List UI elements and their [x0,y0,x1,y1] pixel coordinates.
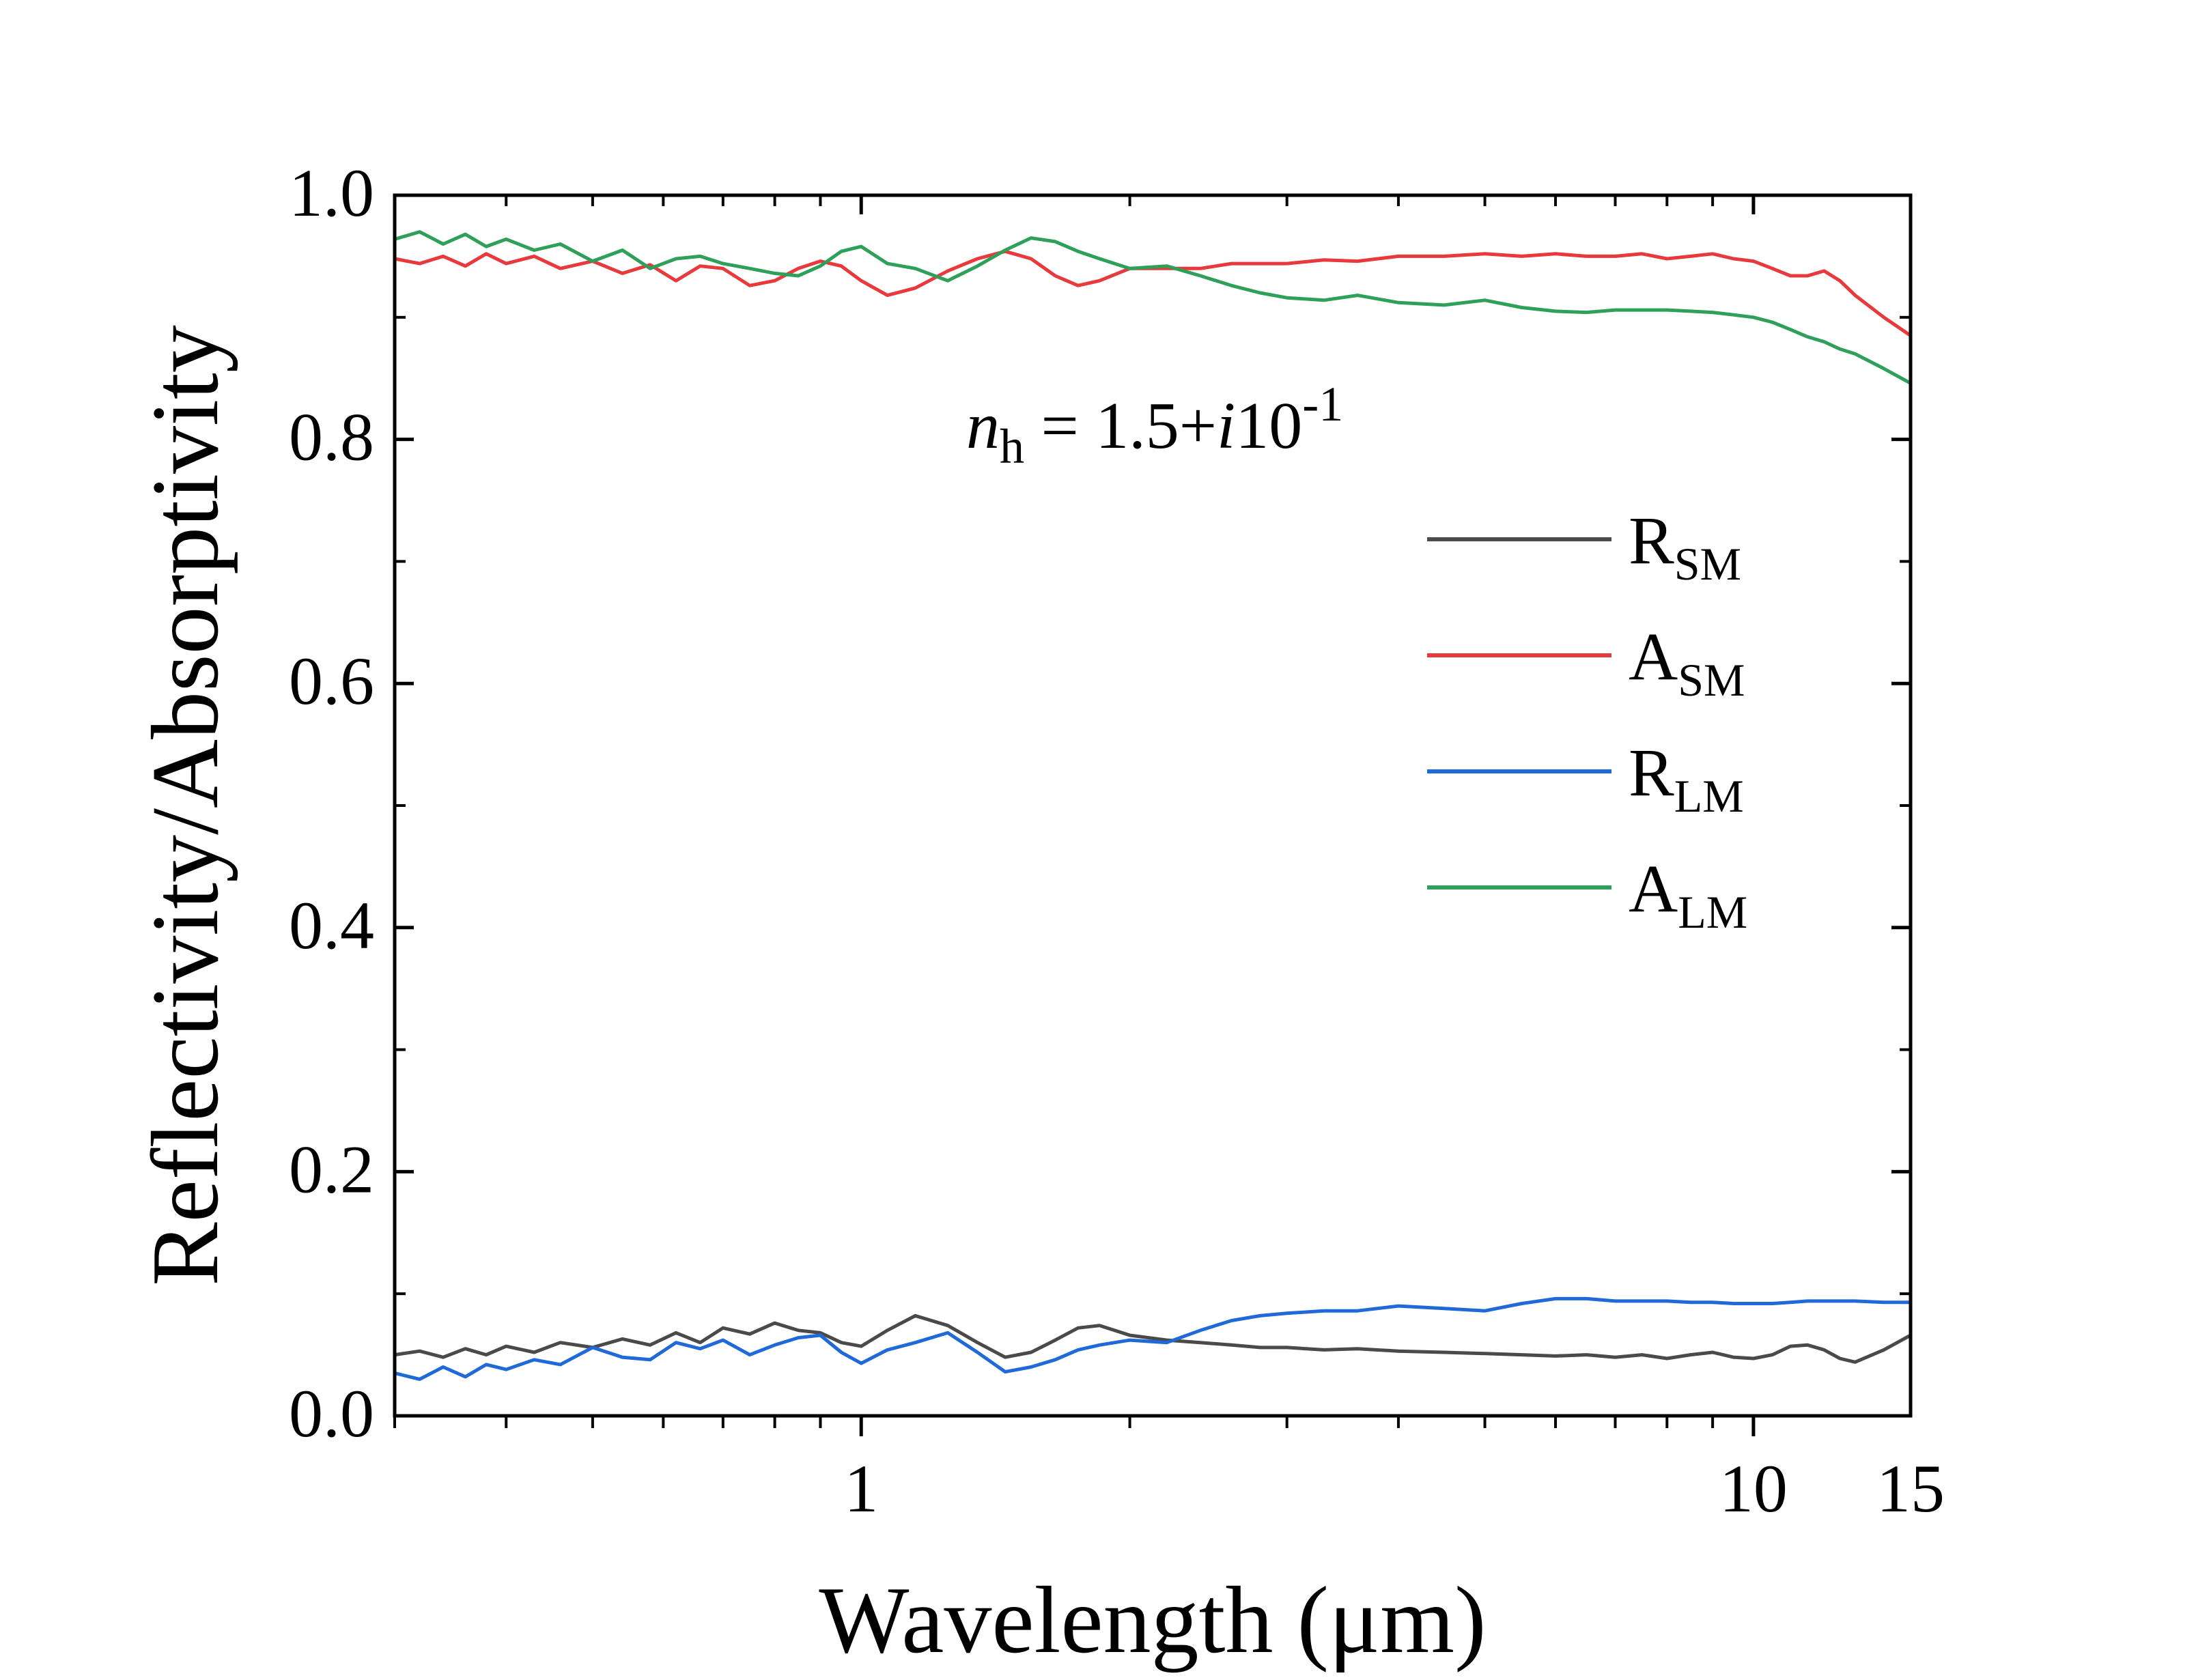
legend-label-subscript: LM [1678,886,1747,938]
y-tick-label: 0.8 [289,399,374,475]
legend-label-main: R [1629,502,1674,578]
annotation-superscript: -1 [1302,377,1343,431]
legend-label-main: A [1629,618,1678,694]
x-axis-label: Wavelength (μm) [819,1567,1486,1673]
y-tick-label: 0.4 [289,887,374,963]
x-tick-label: 15 [1876,1451,1945,1526]
refractive-index-annotation: nh = 1.5+i10-1 [966,377,1343,474]
annotation-rest: 10 [1235,389,1302,463]
annotation-imaginary-unit: i [1217,389,1235,463]
y-tick-label: 1.0 [289,155,374,231]
series-line-r-lm [394,1296,1911,1381]
series-line-a-lm [394,230,1912,385]
legend-label-main: R [1629,735,1674,810]
legend-label-subscript: LM [1674,770,1744,822]
legend-label-main: A [1629,851,1678,926]
annotation-middle: = 1.5+ [1024,389,1217,463]
x-tick-label: 1 [844,1451,878,1526]
y-axis-ticks: 0.0 0.2 0.4 0.6 0.8 1.0 [289,155,1911,1451]
series-layer [394,230,1912,1381]
legend-label: ALM [1629,851,1747,938]
legend-label-subscript: SM [1678,654,1745,706]
legend-label: ASM [1629,618,1745,706]
legend-label-subscript: SM [1674,538,1741,590]
legend-label: RLM [1629,735,1744,822]
y-tick-label: 0.6 [289,643,374,719]
y-axis-label: Reflectivity/Absorptivity [132,325,238,1286]
annotation-subscript: h [1000,419,1024,474]
series-line-a-sm [394,249,1912,337]
x-axis-ticks: 1 10 15 [393,195,1945,1526]
y-tick-label: 0.2 [289,1131,374,1207]
legend-label: RSM [1629,502,1741,590]
y-tick-label: 0.0 [289,1376,374,1451]
annotation-symbol: n [966,389,1000,463]
x-tick-label: 10 [1719,1451,1788,1526]
series-line-r-sm [394,1313,1912,1364]
